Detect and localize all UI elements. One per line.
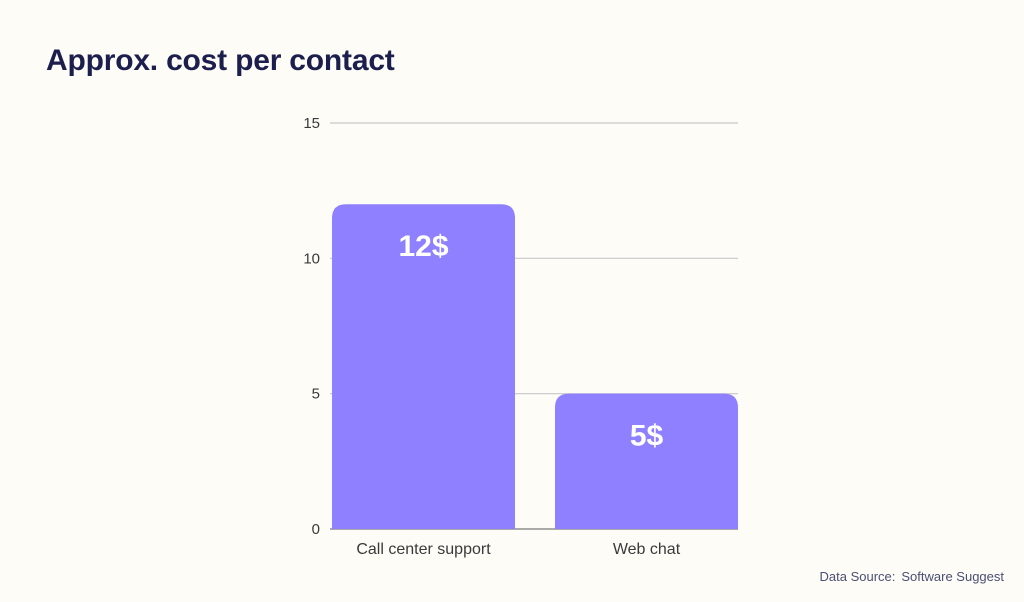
bar-1	[555, 393, 738, 529]
y-tick-label-0: 0	[312, 521, 320, 538]
y-tick-label-5: 5	[312, 386, 320, 403]
bar-0	[332, 204, 515, 529]
x-axis-ticks: Call center support Web chat	[356, 541, 680, 558]
y-tick-label-10: 10	[303, 250, 320, 267]
chart-title: Approx. cost per contact	[46, 44, 395, 77]
x-tick-label-0: Call center support	[356, 541, 491, 558]
x-tick-label-1: Web chat	[613, 541, 681, 558]
y-tick-label-15: 15	[303, 115, 320, 132]
bars	[332, 204, 738, 529]
data-labels: 12$ 5$	[398, 230, 663, 452]
data-source-label: Data Source:	[819, 569, 896, 584]
data-label-1: 5$	[630, 420, 664, 453]
y-axis-ticks: 0 5 10 15	[303, 115, 320, 538]
data-source-value: Software Suggest	[901, 569, 1004, 584]
data-source: Data Source: Software Suggest	[820, 569, 1005, 584]
data-label-0: 12$	[398, 230, 448, 263]
